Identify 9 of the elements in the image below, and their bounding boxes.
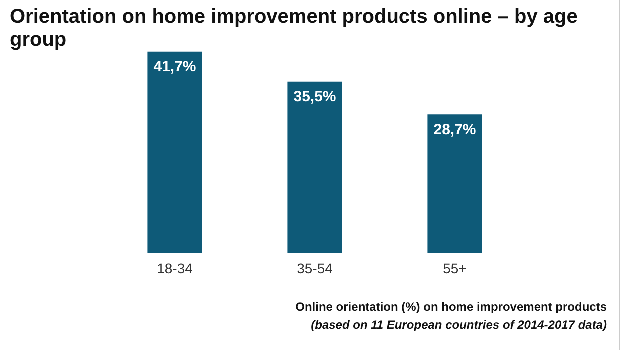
x-tick-label: 35-54 [297,260,334,276]
chart-title: Orientation on home improvement products online – by age group [10,6,579,52]
text: Online orientation (%) on home improvement products [296,299,607,316]
data-label: 41,7% [154,58,196,76]
x-tick-label: 18-34 [157,260,194,276]
data-label: 35,5% [294,88,336,106]
data-label: 28,7% [434,121,476,138]
x-tick-label: 55+ [443,260,467,276]
text: (based on 11 European countries of 2014-2017 data) [310,317,607,334]
